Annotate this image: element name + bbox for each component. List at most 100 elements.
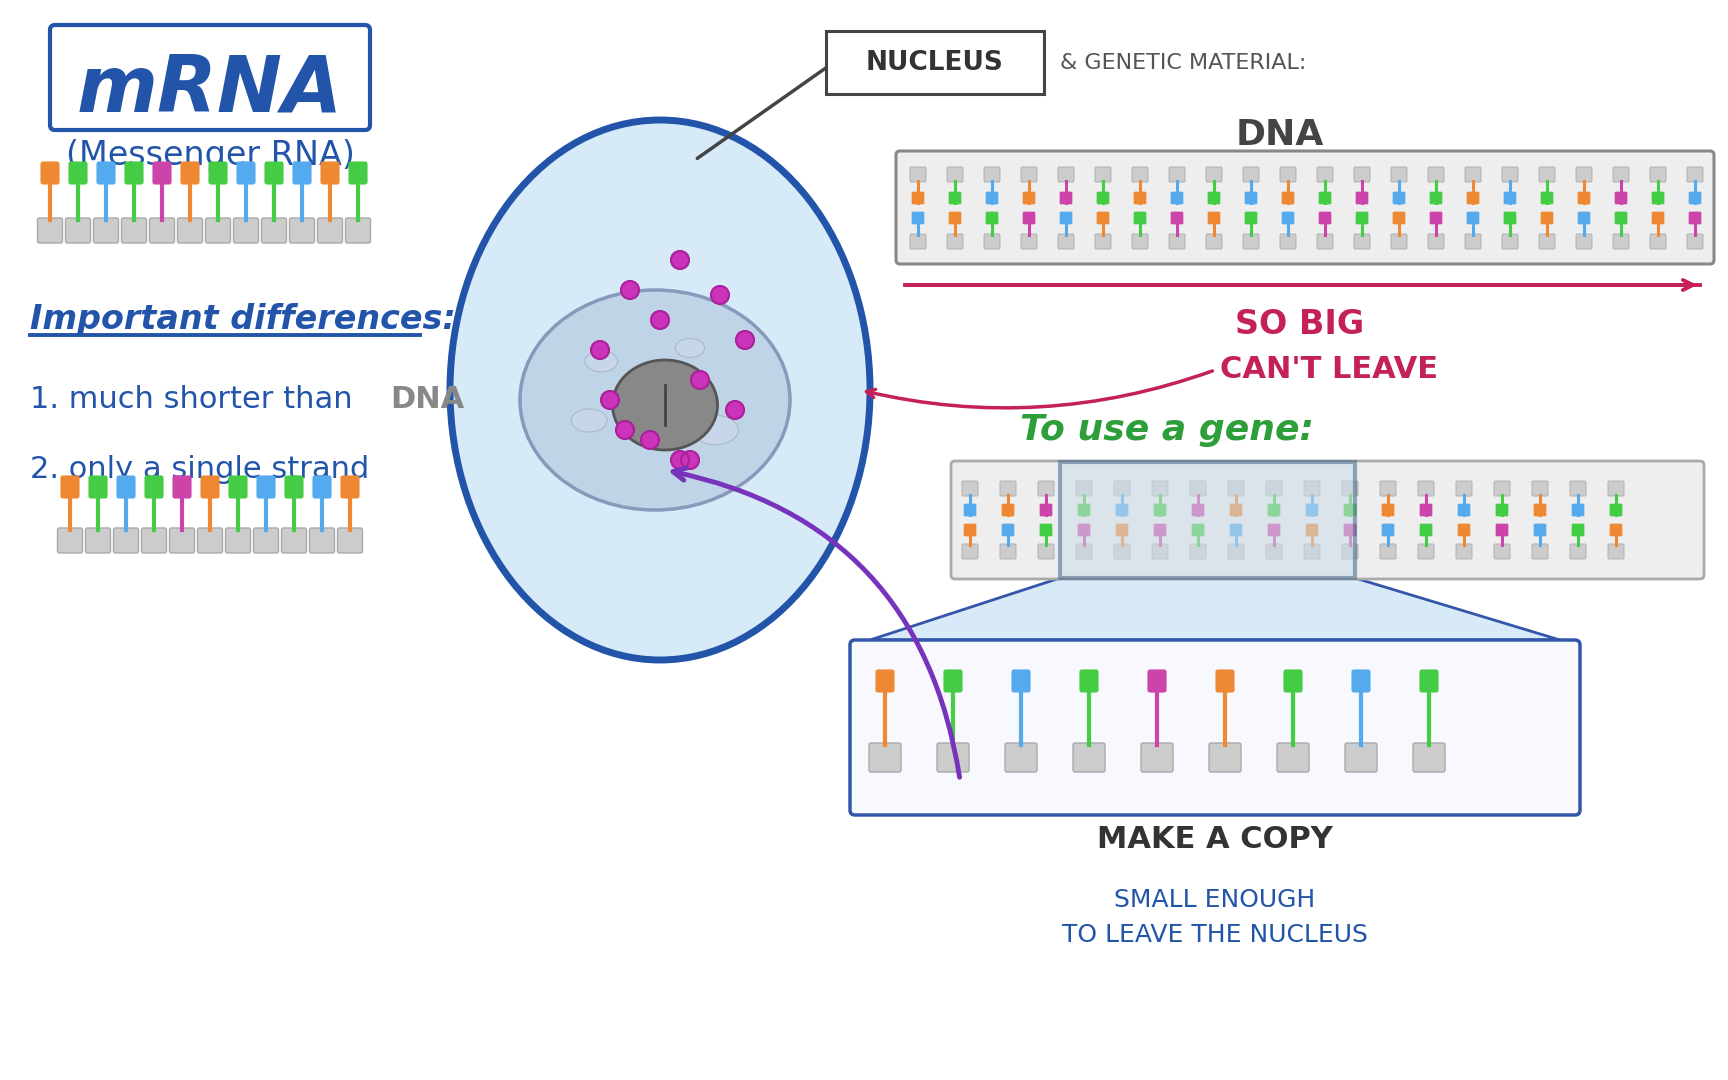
- Text: TO LEAVE THE NUCLEUS: TO LEAVE THE NUCLEUS: [1063, 923, 1369, 947]
- FancyBboxPatch shape: [1343, 481, 1358, 496]
- FancyBboxPatch shape: [850, 640, 1579, 815]
- FancyBboxPatch shape: [1242, 167, 1260, 183]
- FancyBboxPatch shape: [1382, 524, 1394, 536]
- FancyBboxPatch shape: [197, 528, 223, 553]
- FancyBboxPatch shape: [1132, 167, 1147, 183]
- FancyBboxPatch shape: [1609, 481, 1624, 496]
- FancyBboxPatch shape: [1058, 167, 1075, 183]
- FancyBboxPatch shape: [1420, 670, 1438, 692]
- FancyBboxPatch shape: [206, 218, 230, 243]
- FancyBboxPatch shape: [1040, 524, 1052, 536]
- FancyBboxPatch shape: [1170, 167, 1185, 183]
- FancyBboxPatch shape: [1344, 743, 1377, 772]
- FancyBboxPatch shape: [869, 743, 900, 772]
- FancyBboxPatch shape: [309, 528, 335, 553]
- FancyBboxPatch shape: [1578, 192, 1590, 204]
- FancyBboxPatch shape: [912, 192, 924, 204]
- FancyBboxPatch shape: [1419, 544, 1434, 559]
- Circle shape: [691, 372, 708, 389]
- Text: 2. only a single strand: 2. only a single strand: [29, 456, 370, 485]
- FancyBboxPatch shape: [1495, 481, 1510, 496]
- FancyBboxPatch shape: [1457, 544, 1472, 559]
- FancyBboxPatch shape: [962, 544, 978, 559]
- FancyBboxPatch shape: [1132, 234, 1147, 249]
- FancyBboxPatch shape: [282, 528, 306, 553]
- FancyBboxPatch shape: [1096, 234, 1111, 249]
- FancyBboxPatch shape: [1533, 481, 1548, 496]
- FancyBboxPatch shape: [1495, 544, 1510, 559]
- FancyBboxPatch shape: [1172, 192, 1184, 204]
- FancyBboxPatch shape: [1318, 212, 1331, 224]
- FancyBboxPatch shape: [97, 162, 116, 184]
- FancyBboxPatch shape: [1467, 192, 1479, 204]
- Circle shape: [651, 311, 669, 329]
- FancyBboxPatch shape: [1431, 192, 1441, 204]
- FancyBboxPatch shape: [1080, 670, 1097, 692]
- FancyBboxPatch shape: [1059, 462, 1355, 578]
- FancyBboxPatch shape: [294, 162, 311, 184]
- FancyBboxPatch shape: [1382, 504, 1394, 516]
- FancyBboxPatch shape: [60, 476, 79, 498]
- FancyBboxPatch shape: [1244, 192, 1256, 204]
- FancyBboxPatch shape: [1282, 212, 1294, 224]
- FancyBboxPatch shape: [1317, 167, 1332, 183]
- FancyBboxPatch shape: [1154, 504, 1166, 516]
- Circle shape: [736, 330, 753, 349]
- Text: Important differences:: Important differences:: [29, 303, 456, 337]
- FancyBboxPatch shape: [1393, 212, 1405, 224]
- FancyBboxPatch shape: [1217, 670, 1234, 692]
- FancyBboxPatch shape: [337, 528, 363, 553]
- FancyBboxPatch shape: [1206, 234, 1222, 249]
- FancyBboxPatch shape: [1465, 167, 1481, 183]
- FancyBboxPatch shape: [1458, 524, 1471, 536]
- FancyBboxPatch shape: [1687, 167, 1704, 183]
- FancyBboxPatch shape: [321, 162, 339, 184]
- Circle shape: [641, 431, 658, 449]
- FancyBboxPatch shape: [1001, 481, 1016, 496]
- FancyBboxPatch shape: [1616, 192, 1628, 204]
- Ellipse shape: [676, 339, 705, 357]
- FancyBboxPatch shape: [1058, 234, 1075, 249]
- Text: DNA: DNA: [1236, 118, 1324, 152]
- FancyBboxPatch shape: [1344, 504, 1356, 516]
- FancyBboxPatch shape: [1192, 504, 1204, 516]
- FancyBboxPatch shape: [1540, 234, 1555, 249]
- FancyBboxPatch shape: [1023, 212, 1035, 224]
- FancyBboxPatch shape: [57, 528, 83, 553]
- FancyBboxPatch shape: [209, 162, 226, 184]
- FancyBboxPatch shape: [1541, 212, 1553, 224]
- FancyBboxPatch shape: [225, 528, 251, 553]
- FancyBboxPatch shape: [1002, 524, 1014, 536]
- FancyBboxPatch shape: [911, 234, 926, 249]
- FancyBboxPatch shape: [1073, 743, 1104, 772]
- FancyBboxPatch shape: [200, 476, 219, 498]
- FancyBboxPatch shape: [1229, 481, 1244, 496]
- Text: SO BIG: SO BIG: [1236, 308, 1365, 341]
- FancyBboxPatch shape: [1458, 504, 1471, 516]
- FancyBboxPatch shape: [1610, 504, 1623, 516]
- Text: MAKE A COPY: MAKE A COPY: [1097, 825, 1332, 854]
- FancyBboxPatch shape: [1153, 544, 1168, 559]
- FancyBboxPatch shape: [145, 476, 162, 498]
- Circle shape: [615, 421, 634, 438]
- FancyBboxPatch shape: [1284, 670, 1301, 692]
- FancyBboxPatch shape: [257, 476, 275, 498]
- Ellipse shape: [520, 291, 790, 510]
- Circle shape: [670, 451, 689, 469]
- FancyBboxPatch shape: [1210, 743, 1241, 772]
- FancyBboxPatch shape: [1688, 212, 1700, 224]
- FancyBboxPatch shape: [1305, 544, 1320, 559]
- FancyBboxPatch shape: [1230, 524, 1242, 536]
- FancyBboxPatch shape: [1612, 234, 1630, 249]
- FancyBboxPatch shape: [1097, 212, 1109, 224]
- FancyBboxPatch shape: [983, 234, 1001, 249]
- FancyBboxPatch shape: [1414, 743, 1445, 772]
- FancyBboxPatch shape: [1616, 212, 1628, 224]
- FancyBboxPatch shape: [1154, 524, 1166, 536]
- FancyBboxPatch shape: [1457, 481, 1472, 496]
- FancyBboxPatch shape: [1427, 167, 1445, 183]
- FancyBboxPatch shape: [1242, 234, 1260, 249]
- FancyBboxPatch shape: [173, 476, 192, 498]
- FancyBboxPatch shape: [1391, 167, 1407, 183]
- FancyBboxPatch shape: [1343, 544, 1358, 559]
